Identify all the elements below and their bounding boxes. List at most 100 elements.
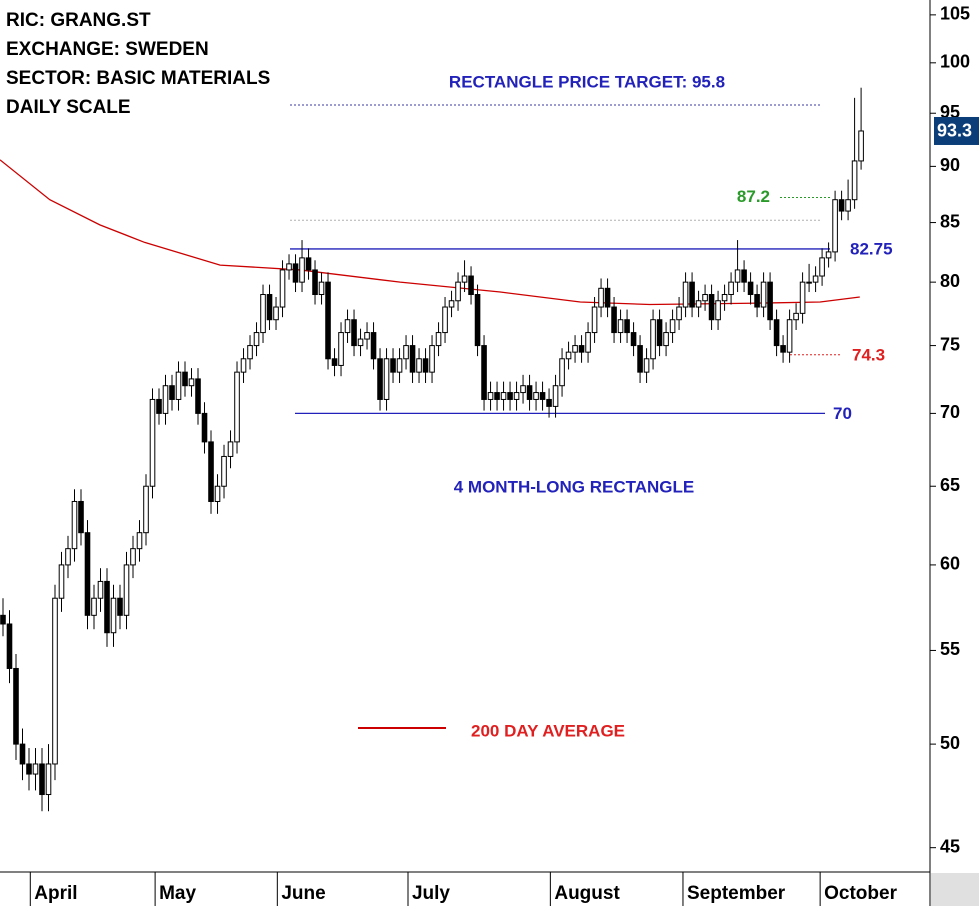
y-tick-label: 50 bbox=[940, 733, 960, 753]
candle-body bbox=[169, 385, 175, 400]
candle-body bbox=[318, 281, 325, 296]
candle-body bbox=[572, 345, 578, 353]
info-line: RIC: GRANG.ST bbox=[6, 10, 151, 31]
candle-body bbox=[325, 281, 331, 360]
candle-body bbox=[546, 398, 552, 407]
candle-body bbox=[585, 332, 591, 353]
candle-body bbox=[240, 358, 247, 373]
candle-body bbox=[71, 500, 78, 550]
candle-body bbox=[643, 358, 650, 373]
candle-body bbox=[39, 763, 45, 796]
candle-body bbox=[728, 281, 734, 296]
candle-body bbox=[468, 275, 474, 296]
candle-body bbox=[97, 580, 104, 599]
last-price-box bbox=[934, 116, 979, 145]
candle-body bbox=[344, 319, 351, 334]
candle-body bbox=[117, 597, 123, 616]
candle-body bbox=[286, 263, 292, 271]
candle-body bbox=[702, 294, 708, 302]
candle-body bbox=[591, 306, 598, 334]
candle-body bbox=[435, 332, 442, 347]
candle-body bbox=[13, 667, 19, 745]
y-tick-label: 100 bbox=[940, 52, 970, 72]
candle-body bbox=[26, 763, 32, 775]
candle-body bbox=[279, 269, 286, 308]
candle-body bbox=[754, 294, 760, 308]
candle-body bbox=[533, 392, 539, 400]
candle-body bbox=[390, 358, 396, 373]
candle-body bbox=[195, 378, 201, 414]
candle-body bbox=[383, 358, 390, 400]
candle-body bbox=[578, 345, 585, 353]
candle-body bbox=[234, 371, 240, 443]
candle-body bbox=[123, 564, 130, 616]
x-tick-label: June bbox=[281, 883, 325, 904]
candle-body bbox=[838, 199, 845, 212]
level-label: 87.2 bbox=[737, 187, 770, 206]
candle-body bbox=[747, 281, 754, 296]
candle-body bbox=[565, 351, 572, 360]
candle-body bbox=[455, 281, 461, 302]
candle-body bbox=[832, 199, 838, 253]
candle-body bbox=[52, 597, 58, 765]
candle-body bbox=[520, 385, 526, 394]
candle-body bbox=[409, 345, 416, 373]
candle-body bbox=[273, 306, 279, 321]
candle-body bbox=[292, 263, 299, 283]
level-label: 74.3 bbox=[852, 345, 885, 364]
candle-body bbox=[494, 392, 500, 400]
candle-body bbox=[19, 743, 26, 765]
candle-body bbox=[78, 500, 84, 534]
candle-body bbox=[188, 378, 195, 387]
candle-body bbox=[741, 269, 747, 283]
candle-body bbox=[6, 623, 13, 669]
candle-body bbox=[507, 392, 513, 400]
candle-body bbox=[45, 763, 52, 796]
x-tick-label: August bbox=[554, 883, 620, 904]
candle-body bbox=[377, 358, 383, 400]
candle-body bbox=[136, 532, 143, 550]
candle-body bbox=[156, 398, 162, 414]
candle-body bbox=[331, 358, 338, 366]
candle-body bbox=[396, 358, 403, 373]
target-label: RECTANGLE PRICE TARGET: 95.8 bbox=[449, 72, 725, 91]
candle-body bbox=[422, 358, 429, 373]
candle-body bbox=[110, 597, 117, 634]
level-label: 70 bbox=[833, 404, 852, 423]
candle-body bbox=[708, 294, 715, 321]
last-price: 93.3 bbox=[937, 121, 972, 141]
candle-body bbox=[825, 251, 832, 259]
candle-body bbox=[84, 532, 91, 616]
y-tick-label: 65 bbox=[940, 475, 960, 495]
candle-body bbox=[481, 345, 487, 400]
candle-body bbox=[799, 281, 806, 314]
candle-body bbox=[338, 332, 344, 366]
candle-body bbox=[695, 300, 702, 308]
candle-body bbox=[208, 441, 214, 502]
info-line: SECTOR: BASIC MATERIALS bbox=[6, 68, 270, 89]
y-tick-label: 85 bbox=[940, 211, 960, 231]
candle-body bbox=[149, 398, 156, 487]
candle-body bbox=[611, 306, 617, 334]
candle-body bbox=[487, 392, 494, 400]
candle-body bbox=[370, 332, 377, 360]
candle-body bbox=[819, 257, 825, 277]
candle-body bbox=[143, 485, 149, 534]
level-label: 82.75 bbox=[850, 239, 893, 258]
candle-body bbox=[663, 332, 669, 347]
candle-body bbox=[734, 269, 741, 283]
candle-body bbox=[312, 269, 318, 296]
candle-body bbox=[650, 319, 656, 360]
candle-body bbox=[32, 763, 39, 775]
candle-body bbox=[715, 300, 721, 321]
candle-body bbox=[162, 385, 169, 414]
candle-body bbox=[526, 385, 533, 400]
candle-body bbox=[851, 160, 858, 201]
candle-body bbox=[214, 485, 221, 502]
candle-body bbox=[676, 306, 682, 321]
info: RIC: GRANG.ST EXCHANGE: SWEDEN SECTOR: B… bbox=[6, 10, 270, 118]
candle-body bbox=[461, 275, 468, 283]
candle-body bbox=[773, 319, 780, 347]
x-tick-label: May bbox=[159, 883, 196, 904]
